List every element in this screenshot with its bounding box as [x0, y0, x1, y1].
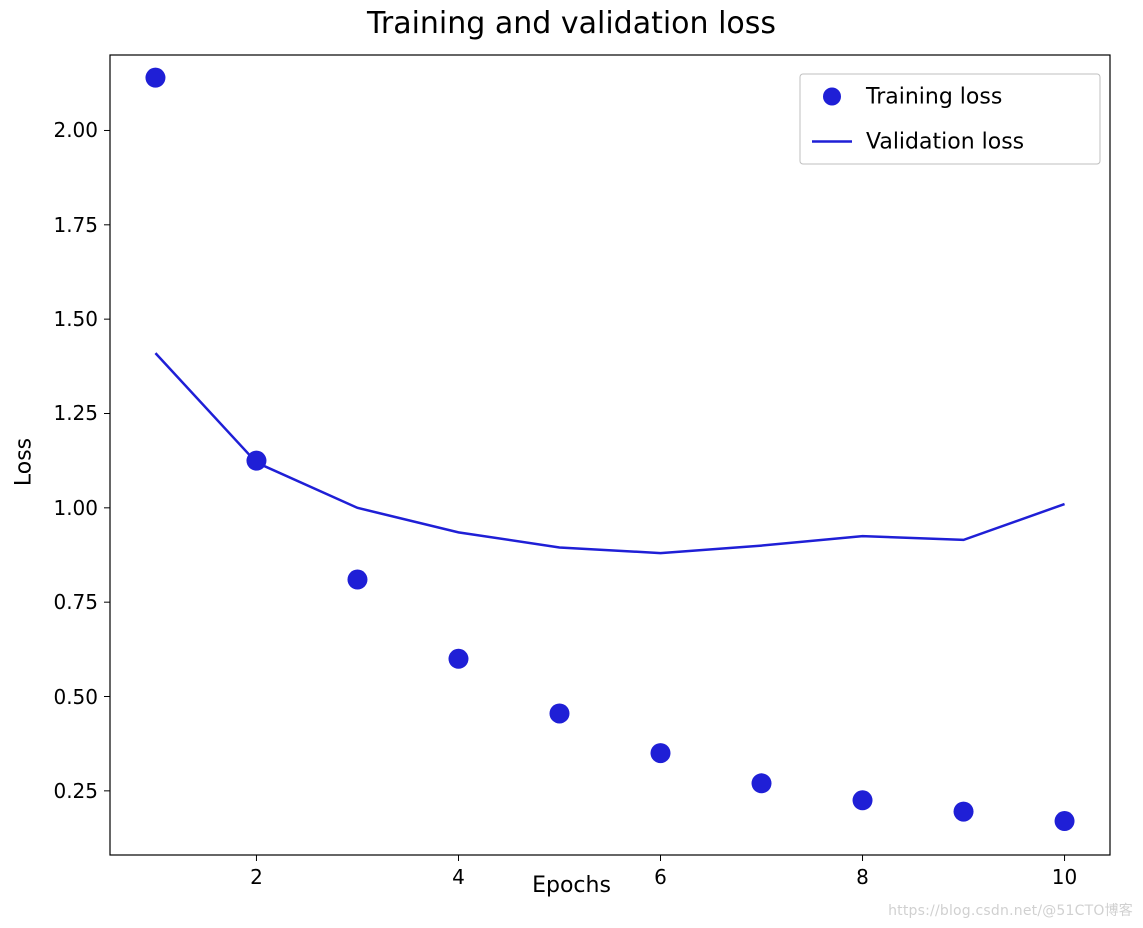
training-loss-marker [549, 703, 569, 723]
training-loss-marker [752, 773, 772, 793]
x-tick-label: 2 [250, 865, 263, 889]
training-loss-marker [651, 743, 671, 763]
y-tick-label: 1.50 [48, 307, 98, 331]
training-loss-marker [145, 68, 165, 88]
training-loss-marker [1055, 811, 1075, 831]
training-loss-markers [145, 68, 1074, 831]
plot-area: Training loss Validation loss [0, 0, 1143, 924]
y-tick-label: 1.75 [48, 213, 98, 237]
x-ticks [256, 855, 1064, 861]
y-tick-label: 0.75 [48, 590, 98, 614]
x-tick-label: 8 [856, 865, 869, 889]
figure: Training and validation loss Loss Epochs… [0, 0, 1143, 924]
x-axis-label: Epochs [0, 873, 1143, 898]
training-loss-marker [853, 790, 873, 810]
training-loss-marker [347, 570, 367, 590]
y-tick-label: 0.50 [48, 685, 98, 709]
y-tick-label: 0.25 [48, 779, 98, 803]
x-tick-label: 4 [452, 865, 465, 889]
y-tick-label: 1.25 [48, 401, 98, 425]
training-loss-marker [448, 649, 468, 669]
training-loss-marker [954, 802, 974, 822]
watermark-text: https://blog.csdn.net/@51CTO博客 [888, 900, 1133, 920]
chart-title: Training and validation loss [0, 6, 1143, 41]
x-tick-label: 6 [654, 865, 667, 889]
training-loss-marker [246, 451, 266, 471]
x-tick-label: 10 [1052, 865, 1077, 889]
y-ticks [104, 130, 110, 790]
legend-training-marker-icon [823, 88, 841, 106]
y-tick-label: 1.00 [48, 496, 98, 520]
legend-training-label: Training loss [865, 85, 1002, 110]
y-axis-label: Loss [12, 438, 37, 486]
validation-loss-line [155, 353, 1064, 553]
y-tick-label: 2.00 [48, 118, 98, 142]
legend: Training loss Validation loss [800, 74, 1100, 164]
legend-validation-label: Validation loss [866, 130, 1024, 155]
